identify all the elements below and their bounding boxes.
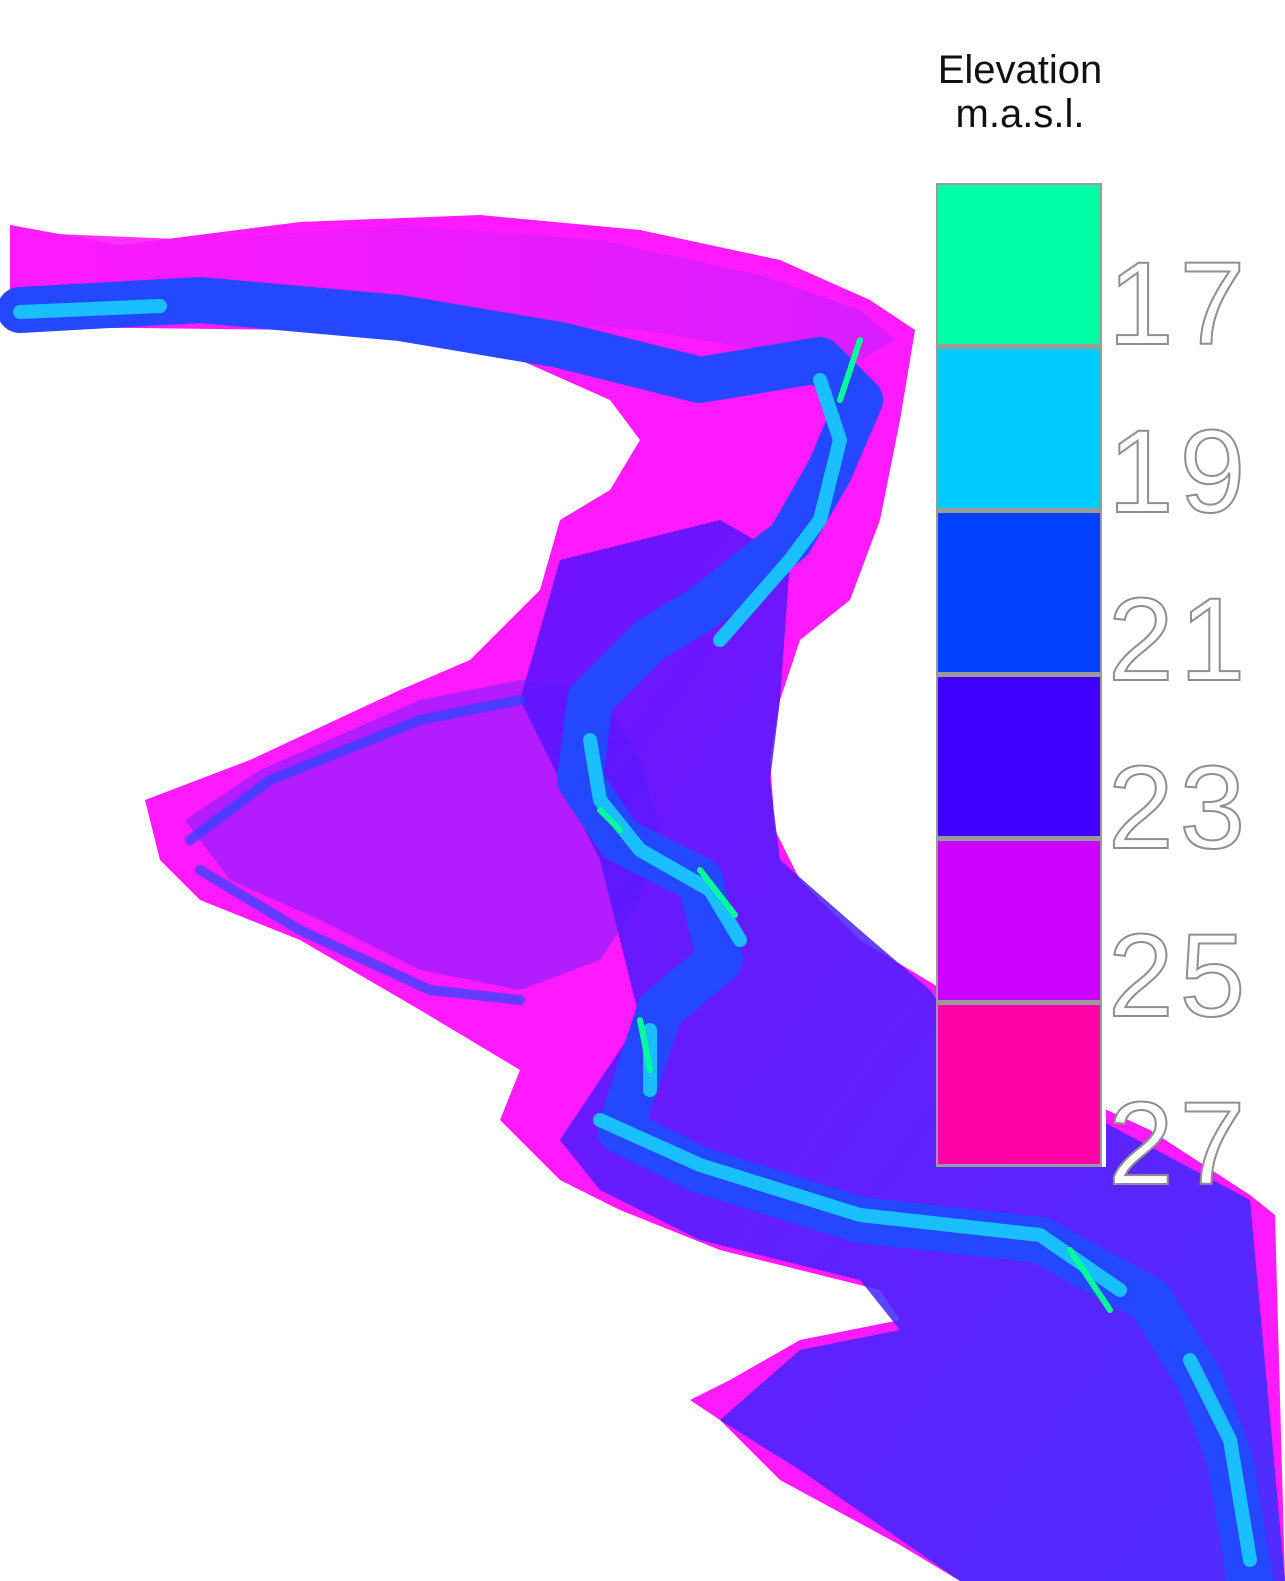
legend-label-19: 19 bbox=[1107, 406, 1252, 538]
legend-label-17: 17 bbox=[1107, 238, 1252, 370]
bank-line bbox=[185, 695, 525, 1005]
legend-label-27: 27 bbox=[1107, 1078, 1252, 1210]
deepest-pools bbox=[597, 337, 1113, 1313]
legend-swatch-25 bbox=[936, 839, 1102, 1003]
legend-swatch-23 bbox=[936, 675, 1102, 839]
upper-reach bbox=[10, 225, 895, 360]
middle-reach bbox=[520, 520, 1285, 1581]
legend-label-25: 25 bbox=[1107, 910, 1252, 1042]
legend-title: Elevation m.a.s.l. bbox=[900, 48, 1140, 136]
floodplain bbox=[185, 680, 660, 990]
legend-swatch-27 bbox=[936, 1003, 1102, 1167]
legend-swatch-21 bbox=[936, 511, 1102, 675]
legend-title-line1: Elevation bbox=[937, 48, 1103, 92]
legend-label-21: 21 bbox=[1107, 574, 1252, 706]
color-legend bbox=[936, 183, 1106, 1167]
legend-label-23: 23 bbox=[1107, 742, 1252, 874]
legend-swatch-19 bbox=[936, 347, 1102, 511]
legend-swatch-17 bbox=[936, 183, 1102, 347]
legend-title-line2: m.a.s.l. bbox=[955, 92, 1085, 136]
